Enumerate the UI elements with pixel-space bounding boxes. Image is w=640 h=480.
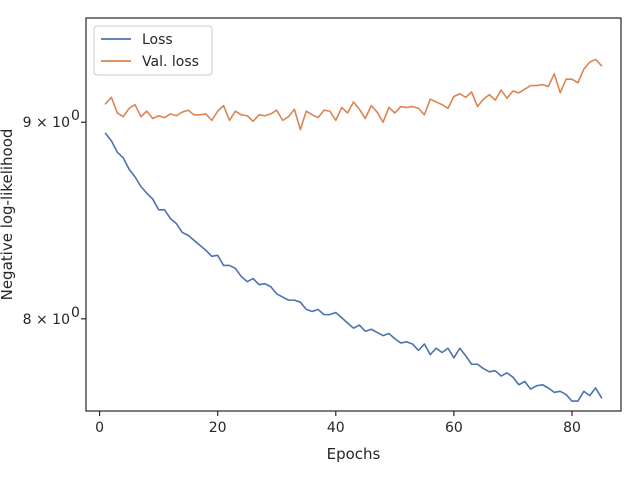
x-tick-label-2: 40 (327, 420, 345, 436)
series-line-1 (104, 58, 603, 131)
x-tick-label-4: 80 (563, 420, 581, 436)
y-tick-label-1: 9 × 10 (23, 115, 70, 131)
legend: Loss Val. loss (93, 25, 213, 76)
y-tick-exponent-1: 0 (71, 108, 80, 124)
x-axis: 0 20 40 60 80 (95, 411, 581, 436)
legend-label-0: Loss (142, 32, 173, 48)
series-layer (104, 58, 603, 402)
y-tick-label-0: 8 × 10 (23, 312, 70, 328)
y-tick-exponent-0: 0 (71, 305, 80, 321)
y-axis: 8 × 10 09 × 10 0 (23, 108, 86, 328)
x-tick-label-3: 60 (445, 420, 463, 436)
x-axis-label: Epochs (327, 445, 381, 463)
plot-frame (85, 17, 622, 412)
legend-label-1: Val. loss (142, 54, 199, 70)
series-line-0 (104, 132, 603, 402)
y-axis-label: Negative log-likelihood (0, 129, 16, 301)
x-tick-label-1: 20 (209, 420, 227, 436)
x-tick-label-0: 0 (95, 420, 104, 436)
